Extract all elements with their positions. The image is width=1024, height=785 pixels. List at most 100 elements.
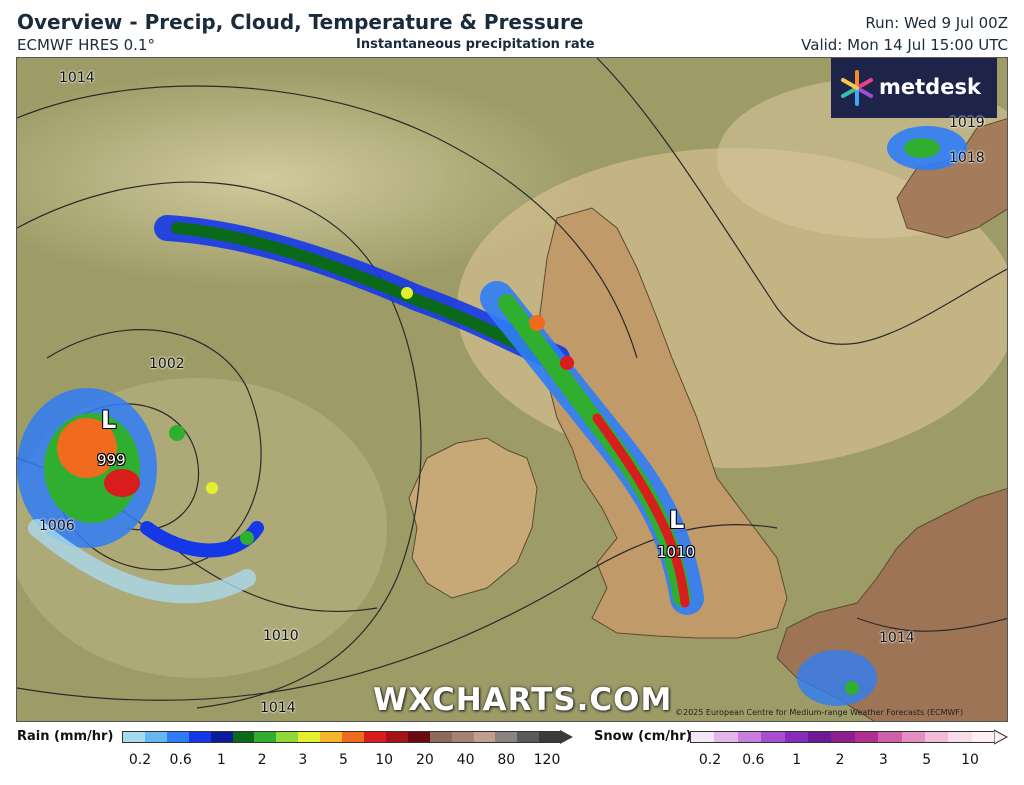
rain-front (154, 215, 704, 615)
scale-tick-label: 1 (792, 752, 802, 768)
rain-cell (401, 287, 413, 299)
rain-cell (845, 681, 859, 695)
scale-tick-label: 80 (497, 752, 516, 768)
color-swatch (429, 732, 452, 742)
rain-legend-title: Rain (mm/hr) (17, 729, 114, 744)
snow-color-scale (690, 731, 996, 743)
color-swatch (691, 732, 715, 742)
weather-map: metdesk 1014 1002 1006 1010 1014 1019 10… (16, 57, 1008, 722)
norway-landmass (896, 118, 1007, 239)
chart-header: Overview - Precip, Cloud, Temperature & … (0, 0, 1024, 56)
scale-tick-label: 120 (533, 752, 561, 768)
rain-cell (240, 531, 254, 545)
metdesk-logo: metdesk (831, 58, 997, 118)
scale-tick-label: 0.6 (742, 752, 765, 768)
isobar-line (17, 85, 638, 359)
wxcharts-watermark: WXCHARTS.COM (373, 682, 673, 718)
isobar-line (46, 329, 262, 571)
color-swatch (539, 732, 562, 742)
rain-cell (560, 356, 574, 370)
metdesk-logo-text: metdesk (879, 75, 981, 99)
snow-scale-arrow-icon (994, 729, 1008, 745)
map-canvas (17, 58, 1007, 721)
rain-scale-ticks: 0.2 0.6 1 2 3 5 10 20 40 80 120 (0, 752, 1024, 772)
color-swatch (320, 732, 343, 742)
pressure-label: 1014 (260, 700, 296, 716)
snow-legend-title: Snow (cm/hr) (594, 729, 692, 744)
low-pressure-symbol: L (669, 506, 685, 534)
color-swatch (363, 732, 386, 742)
color-swatch (144, 732, 167, 742)
color-swatch (737, 732, 762, 742)
scale-tick-label: 40 (456, 752, 475, 768)
scale-tick-label: 0.6 (169, 752, 192, 768)
color-swatch (123, 732, 145, 742)
color-swatch (807, 732, 832, 742)
low-pressure-value: 1010 (657, 543, 696, 561)
color-swatch (517, 732, 540, 742)
parameter-subtitle: Instantaneous precipitation rate (356, 37, 595, 52)
scale-tick-label: 1 (216, 752, 226, 768)
pressure-label: 1002 (149, 356, 185, 372)
color-swatch (831, 732, 855, 742)
color-swatch (854, 732, 879, 742)
scale-tick-label: 0.2 (698, 752, 722, 768)
great-britain-landmass (536, 207, 788, 639)
scale-tick-label: 10 (961, 752, 979, 768)
color-swatch (948, 732, 972, 742)
scale-tick-label: 3 (878, 752, 888, 768)
scale-tick-label: 10 (375, 752, 394, 768)
pressure-label: 1014 (59, 70, 95, 86)
color-swatch (761, 732, 785, 742)
rain-area (57, 418, 117, 478)
rain-area (104, 469, 140, 497)
rain-low-west (17, 388, 264, 604)
pressure-label: 1018 (949, 150, 985, 166)
color-swatch (342, 732, 364, 742)
metdesk-logo-mark (841, 70, 873, 106)
color-swatch (451, 732, 474, 742)
model-name: ECMWF HRES 0.1° (17, 36, 155, 54)
low-pressure-symbol: L (101, 406, 117, 434)
color-swatch (232, 732, 255, 742)
color-swatch (878, 732, 902, 742)
scale-tick-label: 2 (835, 752, 845, 768)
scale-tick-label: 2 (257, 752, 267, 768)
rain-area-france (797, 650, 877, 706)
scale-tick-label: 5 (922, 752, 932, 768)
color-swatch (495, 732, 518, 742)
isobar-line (17, 523, 778, 701)
valid-time: Valid: Mon 14 Jul 15:00 UTC (801, 36, 1008, 54)
pressure-label: 1006 (39, 518, 75, 534)
run-time: Run: Wed 9 Jul 00Z (865, 14, 1008, 32)
color-swatch (714, 732, 738, 742)
pressure-label: 1014 (879, 630, 915, 646)
scale-tick-label: 3 (298, 752, 308, 768)
rain-cell (169, 425, 185, 441)
chart-title: Overview - Precip, Cloud, Temperature & … (17, 10, 584, 34)
color-swatch (385, 732, 408, 742)
scale-tick-label: 20 (415, 752, 434, 768)
isobar-line (17, 181, 422, 709)
snow-scale-ticks: 0.2 0.6 1 2 3 5 10 (0, 752, 1024, 772)
color-swatch (276, 732, 299, 742)
low-pressure-value: 999 (97, 451, 126, 469)
copyright-notice: ©2025 European Centre for Medium-range W… (675, 708, 964, 717)
heavy-rain-core (592, 413, 690, 608)
color-swatch (407, 732, 430, 742)
color-swatch (473, 732, 496, 742)
isobar-line (596, 58, 1007, 345)
color-swatch (298, 732, 321, 742)
color-swatch (924, 732, 949, 742)
rain-band (28, 519, 256, 604)
rain-cell (529, 315, 545, 331)
color-swatch (166, 732, 189, 742)
scale-tick-label: 5 (339, 752, 348, 768)
color-swatch (784, 732, 808, 742)
rain-cell (206, 482, 218, 494)
rain-area-norway (904, 138, 940, 158)
color-swatch (210, 732, 233, 742)
isobar-line (856, 617, 1007, 632)
color-swatch (971, 732, 996, 742)
pressure-label: 1019 (949, 115, 985, 131)
